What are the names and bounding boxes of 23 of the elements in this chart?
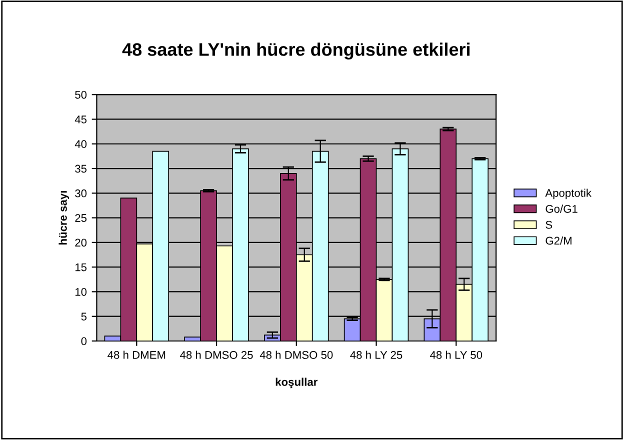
legend-label: S	[546, 220, 552, 229]
legend-label: G2/M	[546, 236, 572, 245]
y-tick-label: 10	[75, 288, 87, 296]
x-tick-label: 48 h LY 25	[350, 350, 402, 359]
x-tick-label: 48 h DMEM	[108, 350, 166, 359]
y-tick-label: 40	[74, 140, 87, 148]
y-tick-label: 35	[75, 164, 87, 173]
y-tick-label: 20	[75, 238, 87, 247]
y-tick-label: 0	[81, 337, 87, 346]
chart-title: 48 saate LY'nin hücre döngüsüne etkileri	[122, 42, 470, 60]
x-tick-label: 48 h DMSO 50	[260, 350, 333, 359]
y-tick-label: 50	[75, 90, 87, 99]
legend-label: Go/G1	[546, 204, 578, 213]
x-tick-label: 48 h DMSO 25	[180, 350, 253, 359]
y-tick-label: 15	[75, 263, 87, 272]
y-tick-label: 5	[81, 312, 87, 320]
y-tick-label: 45	[74, 116, 87, 124]
y-tick-label: 25	[75, 214, 87, 222]
legend-label: Apoptotik	[545, 188, 592, 200]
y-axis-title: hücre sayı	[58, 191, 70, 245]
y-tick-label: 30	[75, 189, 87, 198]
x-tick-label: 48 h LY 50	[430, 350, 482, 359]
x-axis-title: koşullar	[276, 378, 318, 388]
